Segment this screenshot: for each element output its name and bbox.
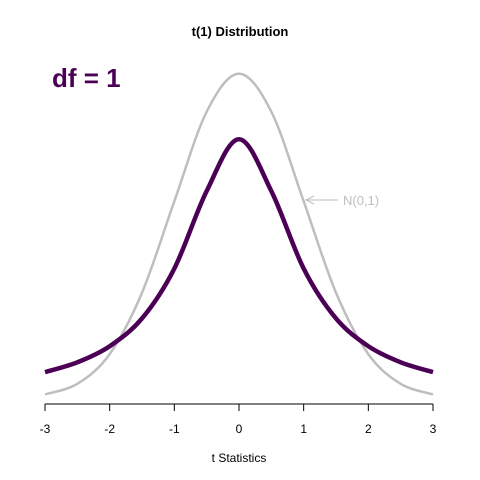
normal-annotation-group: N(0,1): [304, 193, 379, 208]
x-tick-label: 2: [365, 422, 372, 436]
x-axis: -3 -2 -1 0 1 2 3: [40, 403, 437, 436]
x-tick-label: -3: [40, 422, 51, 436]
x-tick-label: -2: [104, 422, 115, 436]
normal-annotation-arrowhead: [304, 195, 315, 205]
x-tick-label: 3: [430, 422, 437, 436]
series-line-normal: [44, 72, 434, 396]
x-axis-label: t Statistics: [212, 451, 267, 465]
chart-title: t(1) Distribution: [192, 24, 289, 39]
x-tick-label: 0: [236, 422, 243, 436]
x-tick-label: -1: [169, 422, 180, 436]
curves-group: [44, 72, 434, 396]
normal-annotation-label: N(0,1): [343, 193, 379, 208]
x-tick-label: 1: [300, 422, 307, 436]
df-annotation: df = 1: [52, 63, 121, 93]
series-line-t1: [44, 136, 434, 375]
